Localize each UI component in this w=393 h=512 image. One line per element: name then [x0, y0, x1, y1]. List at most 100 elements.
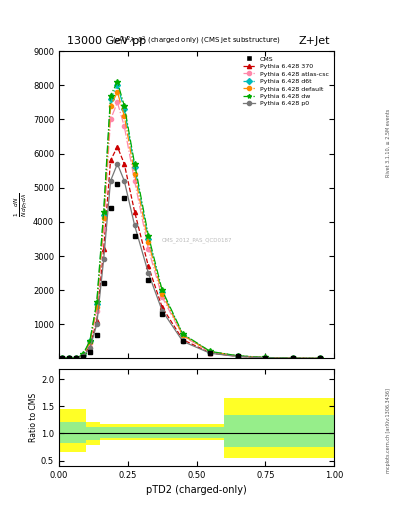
Text: Z+Jet: Z+Jet	[299, 35, 330, 46]
Pythia 6.428 default	[160, 290, 165, 296]
Pythia 6.428 atlas-csc	[146, 246, 151, 252]
Pythia 6.428 370	[208, 350, 213, 356]
Line: Pythia 6.428 atlas-csc: Pythia 6.428 atlas-csc	[60, 100, 322, 360]
Pythia 6.428 370	[132, 208, 137, 215]
Pythia 6.428 p0	[108, 178, 113, 184]
Pythia 6.428 atlas-csc	[263, 354, 268, 360]
Pythia 6.428 d6t	[101, 212, 106, 218]
Pythia 6.428 default	[108, 103, 113, 109]
Pythia 6.428 370	[67, 355, 72, 361]
Pythia 6.428 d6t	[318, 355, 323, 361]
CMS	[108, 205, 113, 211]
Pythia 6.428 p0	[101, 257, 106, 263]
Pythia 6.428 p0	[115, 161, 120, 167]
Pythia 6.428 370	[101, 246, 106, 252]
Pythia 6.428 p0	[146, 270, 151, 276]
Pythia 6.428 default	[132, 171, 137, 177]
CMS	[74, 355, 79, 361]
Pythia 6.428 p0	[94, 321, 99, 327]
Pythia 6.428 default	[115, 89, 120, 95]
Pythia 6.428 atlas-csc	[60, 355, 65, 361]
Pythia 6.428 dw	[122, 103, 127, 109]
Pythia 6.428 d6t	[67, 355, 72, 361]
CMS	[115, 181, 120, 187]
Pythia 6.428 dw	[235, 353, 240, 359]
X-axis label: pTD2 (charged-only): pTD2 (charged-only)	[146, 485, 247, 495]
Pythia 6.428 default	[208, 349, 213, 355]
Pythia 6.428 dw	[88, 337, 92, 344]
CMS	[180, 338, 185, 345]
Pythia 6.428 default	[81, 352, 85, 358]
Pythia 6.428 atlas-csc	[290, 355, 295, 361]
Pythia 6.428 d6t	[74, 355, 79, 361]
Pythia 6.428 p0	[88, 345, 92, 351]
Pythia 6.428 370	[180, 336, 185, 343]
Pythia 6.428 p0	[67, 355, 72, 361]
Pythia 6.428 default	[122, 113, 127, 119]
Pythia 6.428 d6t	[81, 352, 85, 358]
Pythia 6.428 dw	[67, 355, 72, 361]
Line: Pythia 6.428 dw: Pythia 6.428 dw	[60, 79, 323, 361]
Pythia 6.428 p0	[122, 178, 127, 184]
Pythia 6.428 atlas-csc	[94, 308, 99, 314]
Bar	[59, 409, 86, 453]
Pythia 6.428 atlas-csc	[122, 123, 127, 130]
Legend: CMS, Pythia 6.428 370, Pythia 6.428 atlas-csc, Pythia 6.428 d6t, Pythia 6.428 de: CMS, Pythia 6.428 370, Pythia 6.428 atla…	[241, 54, 331, 108]
Bar	[100, 424, 224, 440]
Pythia 6.428 default	[290, 355, 295, 361]
Pythia 6.428 370	[160, 304, 165, 310]
Text: CMS_2012_PAS_QCD0187: CMS_2012_PAS_QCD0187	[161, 238, 232, 243]
Pythia 6.428 default	[60, 355, 65, 361]
Pythia 6.428 d6t	[132, 164, 137, 170]
CMS	[160, 311, 165, 317]
Pythia 6.428 d6t	[208, 349, 213, 355]
Text: Rivet 3.1.10, ≥ 2.5M events: Rivet 3.1.10, ≥ 2.5M events	[386, 109, 391, 178]
Pythia 6.428 p0	[208, 350, 213, 356]
Bar	[86, 421, 100, 445]
CMS	[94, 331, 99, 337]
Bar	[252, 415, 334, 447]
Pythia 6.428 370	[81, 353, 85, 359]
Pythia 6.428 d6t	[115, 82, 120, 89]
CMS	[122, 195, 127, 201]
Pythia 6.428 default	[88, 339, 92, 345]
Pythia 6.428 p0	[81, 353, 85, 359]
Bar	[224, 398, 252, 458]
Pythia 6.428 370	[146, 263, 151, 269]
Line: Pythia 6.428 d6t: Pythia 6.428 d6t	[60, 83, 322, 360]
Pythia 6.428 p0	[132, 222, 137, 228]
Pythia 6.428 d6t	[235, 353, 240, 359]
Pythia 6.428 atlas-csc	[132, 178, 137, 184]
Pythia 6.428 dw	[132, 161, 137, 167]
Text: $(p_T^D)^2\lambda\_0^2$ (charged only) (CMS jet substructure): $(p_T^D)^2\lambda\_0^2$ (charged only) (…	[112, 35, 281, 48]
CMS	[146, 277, 151, 283]
Pythia 6.428 atlas-csc	[235, 353, 240, 359]
Line: Pythia 6.428 370: Pythia 6.428 370	[60, 145, 322, 360]
Pythia 6.428 dw	[115, 79, 120, 85]
Pythia 6.428 dw	[60, 355, 65, 361]
Pythia 6.428 370	[122, 161, 127, 167]
Pythia 6.428 d6t	[108, 96, 113, 102]
Pythia 6.428 d6t	[146, 236, 151, 242]
Pythia 6.428 p0	[235, 353, 240, 359]
Pythia 6.428 dw	[160, 287, 165, 293]
Pythia 6.428 370	[115, 144, 120, 150]
Pythia 6.428 p0	[60, 355, 65, 361]
CMS	[67, 355, 72, 361]
CMS	[60, 355, 65, 361]
CMS	[290, 355, 295, 361]
Pythia 6.428 atlas-csc	[108, 116, 113, 122]
Pythia 6.428 atlas-csc	[67, 355, 72, 361]
Pythia 6.428 dw	[108, 93, 113, 99]
CMS	[208, 350, 213, 356]
Pythia 6.428 p0	[290, 355, 295, 361]
Pythia 6.428 dw	[318, 355, 323, 361]
Bar	[224, 415, 252, 447]
Pythia 6.428 atlas-csc	[101, 226, 106, 232]
CMS	[81, 354, 85, 360]
Pythia 6.428 dw	[74, 355, 79, 361]
Pythia 6.428 default	[67, 355, 72, 361]
Pythia 6.428 d6t	[290, 355, 295, 361]
Y-axis label: $\frac{1}{N}\frac{dN}{dp_T d\lambda}$: $\frac{1}{N}\frac{dN}{dp_T d\lambda}$	[13, 193, 30, 217]
Pythia 6.428 default	[180, 332, 185, 338]
